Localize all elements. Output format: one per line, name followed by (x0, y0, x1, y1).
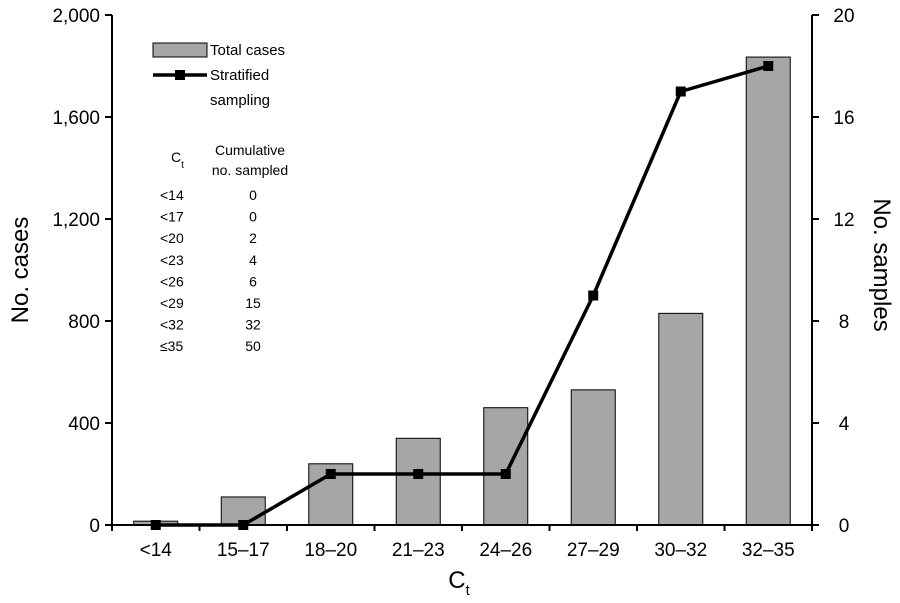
line-point-6 (675, 86, 686, 97)
legend-swatch-total-cases (152, 42, 208, 58)
bar-6 (658, 312, 704, 526)
x-tick-label-4: 24–26 (479, 540, 532, 561)
x-tick-label-2: 18–20 (304, 540, 357, 561)
x-tick-label-7: 32–35 (742, 540, 795, 561)
table-row-sampled-1: 0 (249, 209, 257, 225)
x-tick-label-1: 15–17 (217, 540, 270, 561)
y-tick-right-label-5: 20 (833, 6, 854, 27)
table-row-ct-6: <32 (160, 317, 184, 333)
legend: Total cases Stratified sampling (152, 42, 285, 109)
table-row-sampled-3: 4 (249, 252, 257, 268)
table-row-ct-4: <26 (160, 273, 184, 289)
x-tick-label-0: <14 (140, 540, 173, 561)
x-ticks: <14 15–17 18–20 21–23 24–26 27–29 30–32 32–35 (111, 525, 813, 561)
table-row-sampled-7: 50 (245, 338, 261, 354)
table-row-sampled-4: 6 (249, 273, 257, 289)
bar-4 (483, 407, 529, 526)
y-axis-title-right: No. samples (868, 198, 895, 331)
bar-7 (745, 56, 791, 526)
x-axis-title-main: C (448, 567, 465, 594)
table-rows: <14 0 <17 0 <20 2 <23 4 <26 6 <29 15 <32 32 ≤35 50 (160, 187, 261, 354)
annotation-table: Ct Cumulative no. sampled <14 0 <17 0 <20 2 <2… (160, 142, 288, 354)
y-tick-left-label-1: 400 (68, 414, 100, 435)
table-row-ct-1: <17 (160, 209, 184, 225)
x-tick-label-6: 30–32 (654, 540, 707, 561)
x-tick-label-5: 27–29 (567, 540, 620, 561)
table-row-ct-3: <23 (160, 252, 184, 268)
table-header-ct-main: C (171, 149, 181, 165)
bar-3 (395, 437, 441, 526)
bar-series (133, 56, 791, 526)
x-axis-title-sub: t (466, 582, 471, 599)
line-point-1 (238, 520, 249, 530)
y-tick-right-label-0: 0 (839, 516, 850, 537)
table-row-ct-2: <20 (160, 230, 184, 246)
y-tick-left-label-4: 1,600 (52, 108, 100, 129)
line-point-7 (763, 61, 774, 71)
table-row-sampled-2: 2 (249, 230, 257, 246)
table-row-sampled-6: 32 (245, 317, 261, 333)
y-ticks-left: 0 400 800 1,200 1,600 2,000 (52, 6, 112, 537)
y-tick-left-label-0: 0 (89, 516, 100, 537)
x-tick-label-3: 21–23 (392, 540, 445, 561)
table-row-sampled-5: 15 (245, 295, 261, 311)
legend-label-stratified-line1: Stratified (210, 67, 269, 84)
y-tick-right-label-1: 4 (839, 414, 850, 435)
x-axis-title: Ct (448, 567, 470, 599)
line-point-3 (413, 469, 424, 479)
table-header-ct: Ct (171, 149, 184, 171)
table-header-cumulative-line1: Cumulative (215, 142, 285, 158)
table-row-ct-0: <14 (160, 187, 184, 203)
y-tick-right-label-3: 12 (833, 210, 854, 231)
y-tick-left-label-5: 2,000 (52, 6, 100, 27)
legend-swatch-marker (175, 70, 185, 80)
table-row-ct-5: <29 (160, 295, 184, 311)
y-tick-left-label-3: 1,200 (52, 210, 100, 231)
line-point-0 (150, 520, 161, 530)
legend-label-stratified-line2: sampling (210, 92, 270, 109)
table-row-sampled-0: 0 (249, 187, 257, 203)
y-ticks-right: 0 4 8 12 16 20 (812, 6, 855, 537)
table-header-ct-sub: t (181, 160, 184, 171)
series-line-stratified-sampling (155, 64, 769, 527)
bar-5 (570, 389, 616, 526)
line-point-5 (588, 290, 599, 301)
table-header-cumulative-line2: no. sampled (212, 162, 288, 178)
legend-label-total-cases: Total cases (210, 42, 285, 59)
y-tick-left-label-2: 800 (68, 312, 100, 333)
table-row-ct-7: ≤35 (160, 338, 183, 354)
line-series (150, 61, 774, 530)
line-point-2 (325, 469, 336, 479)
y-axis-title-left: No. cases (7, 217, 34, 324)
y-tick-right-label-2: 8 (839, 312, 850, 333)
y-tick-right-label-4: 16 (833, 108, 854, 129)
line-point-4 (500, 469, 511, 479)
